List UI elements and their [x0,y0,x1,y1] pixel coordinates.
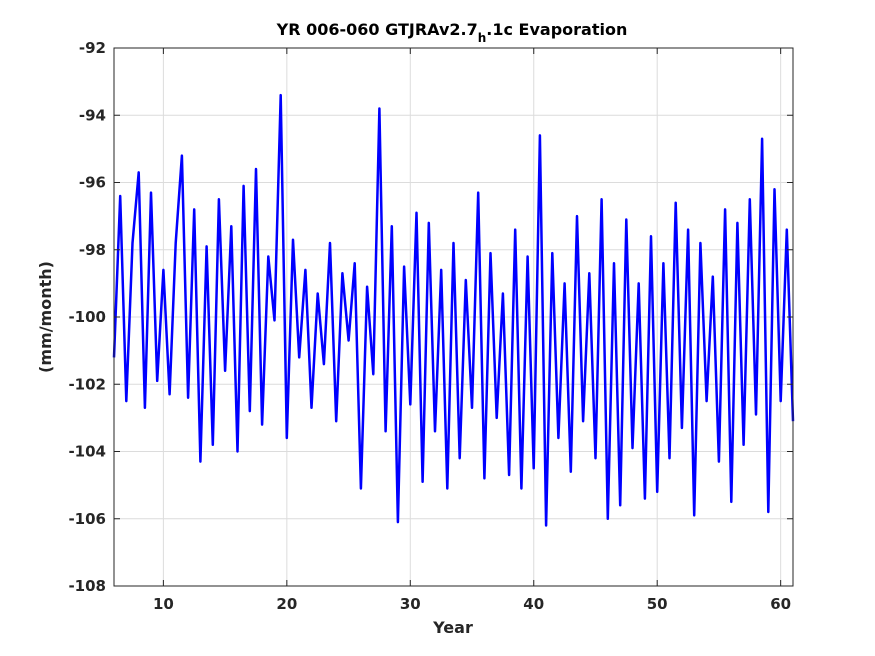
y-tick-label: -96 [79,174,106,192]
y-axis-label: (mm/month) [36,261,55,373]
y-tick-label: -108 [68,577,106,595]
x-tick-label: 60 [770,595,791,613]
y-tick-label: -100 [68,308,106,326]
chart-title: YR 006-060 GTJRAv2.7h.1c Evaporation [276,20,628,45]
x-tick-label: 50 [647,595,668,613]
x-tick-label: 20 [276,595,297,613]
y-tick-label: -104 [68,443,106,461]
x-tick-label: 10 [153,595,174,613]
y-tick-label: -106 [68,510,106,528]
series-line [112,93,795,527]
x-axis-label: Year [432,618,473,637]
x-tick-label: 30 [400,595,421,613]
series-group [112,93,795,527]
x-tick-label: 40 [523,595,544,613]
y-tick-label: -98 [79,241,106,259]
axis-ticks: 10 20 30 40 50 60 -108 -106 -104 -102 -100 -98 -96 -9… [68,39,793,613]
y-tick-label: -92 [79,39,106,57]
y-tick-label: -94 [79,106,106,124]
y-tick-label: -102 [68,375,106,393]
